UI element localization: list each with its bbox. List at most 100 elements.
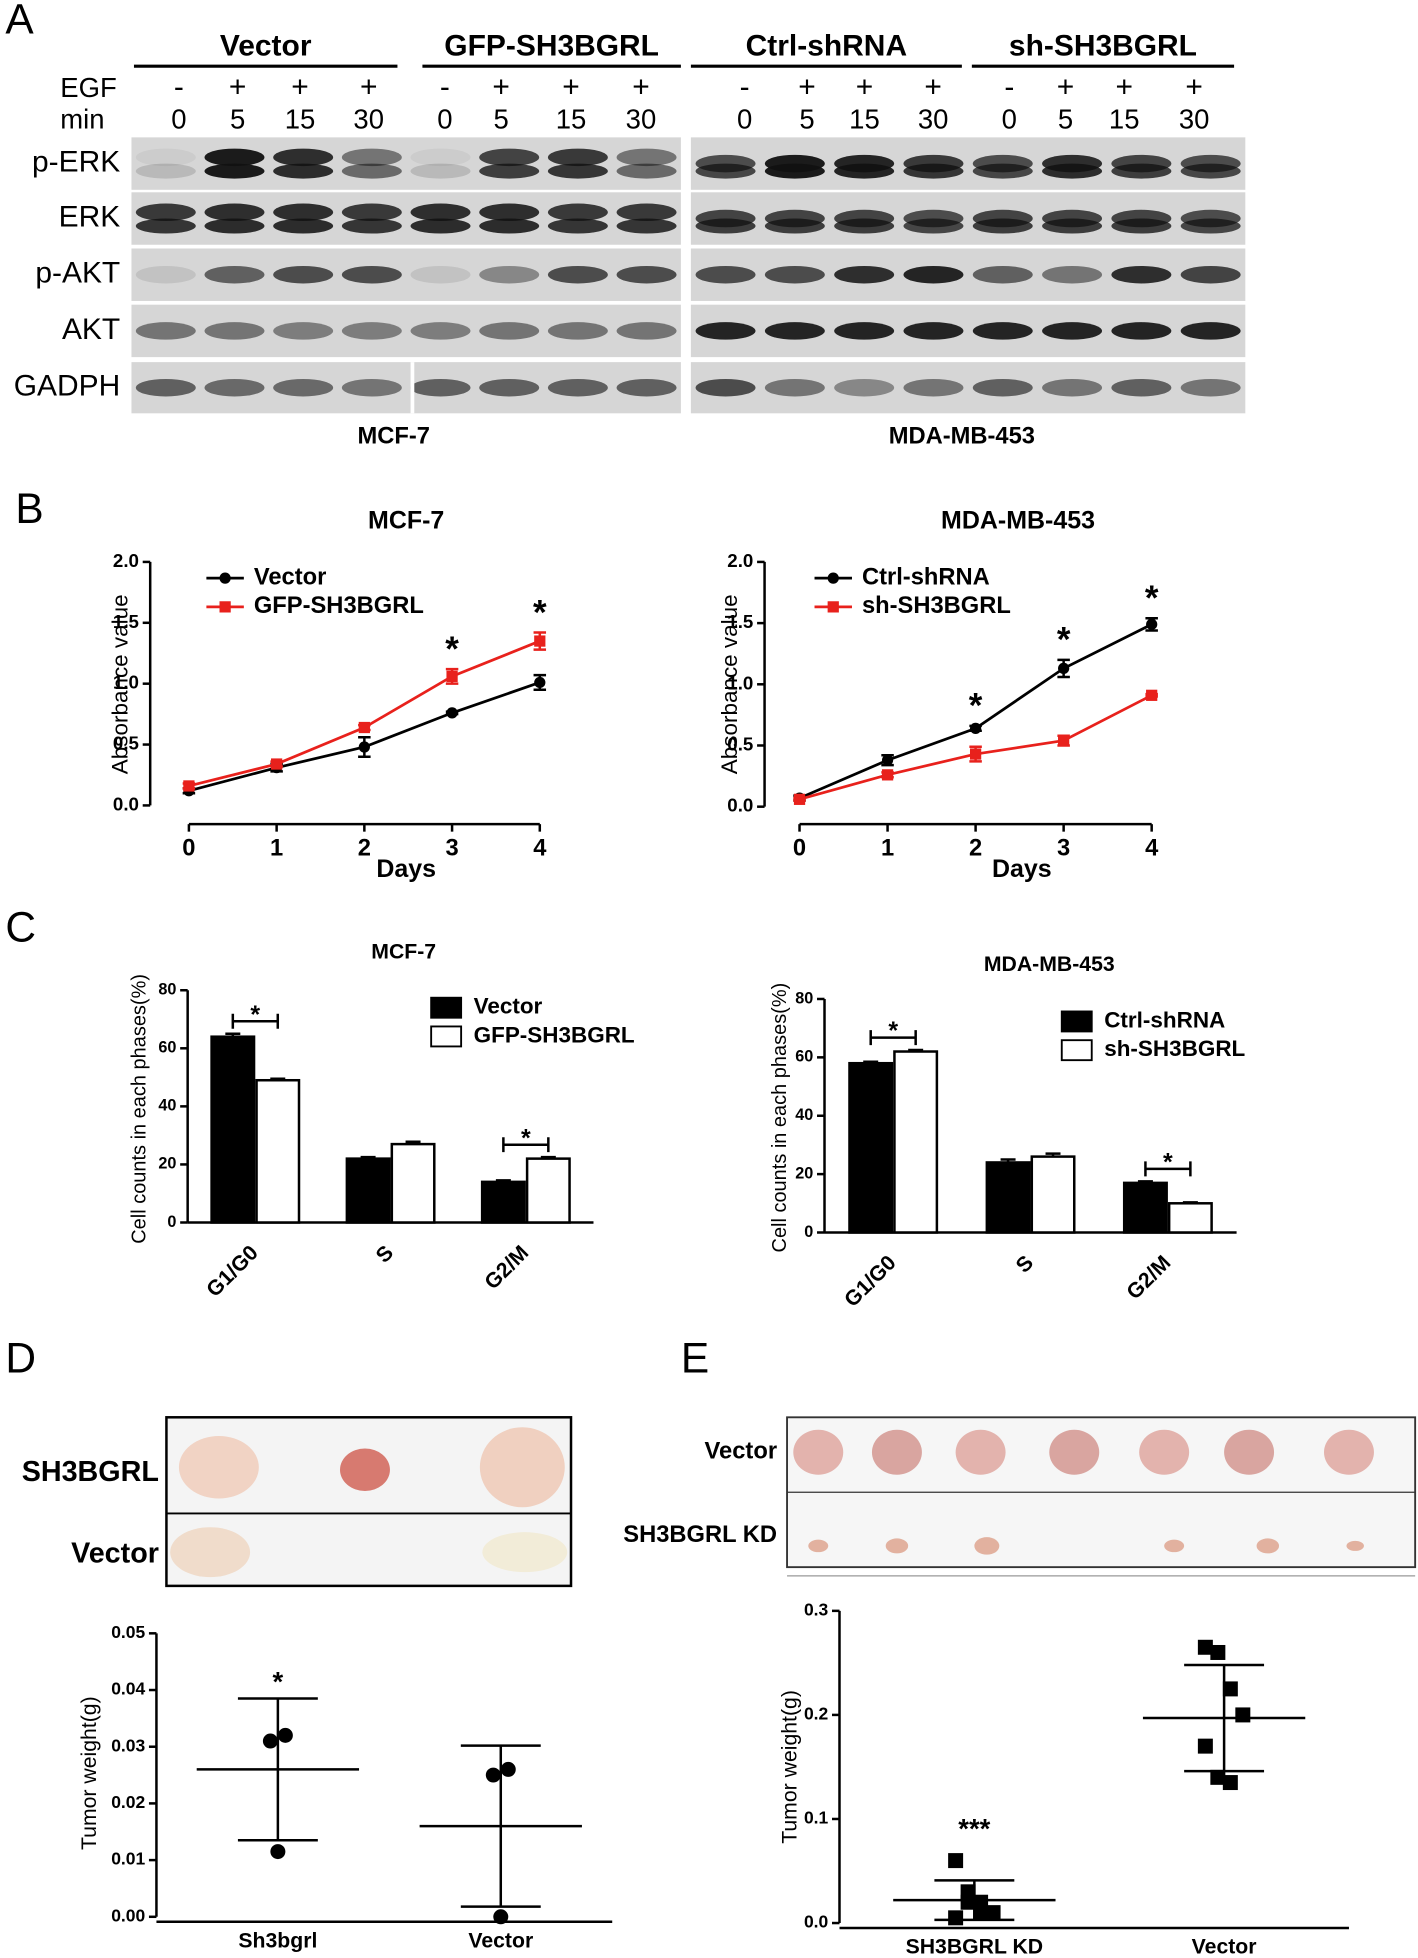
y-tick-label: 0.1 — [804, 1808, 829, 1828]
blot-band — [204, 322, 265, 340]
chart-title: MCF-7 — [371, 940, 436, 963]
x-tick-label: 3 — [1057, 835, 1070, 861]
tumor — [1224, 1429, 1275, 1475]
y-tick-label: 0.0 — [727, 795, 753, 816]
blot-band — [204, 163, 265, 179]
data-point — [358, 721, 370, 734]
time-label: 15 — [1109, 103, 1140, 134]
blot-band — [834, 218, 895, 234]
blot-band — [204, 378, 265, 397]
y-tick-label: 60 — [158, 1039, 176, 1057]
data-point — [1197, 1738, 1213, 1754]
data-point — [969, 722, 982, 734]
blot-band — [479, 322, 540, 340]
x-tick-label: Sh3bgrl — [238, 1929, 317, 1952]
x-axis-title: Days — [376, 855, 436, 883]
blot-band — [695, 163, 756, 179]
error-bar — [495, 1179, 511, 1182]
data-point — [1197, 1639, 1213, 1655]
legend-marker — [827, 572, 839, 584]
panel-label: E — [681, 1334, 709, 1381]
blot-band — [616, 378, 677, 397]
y-tick-label: 0 — [804, 1223, 813, 1241]
y-tick-label: 0.03 — [111, 1735, 145, 1755]
data-point — [534, 676, 546, 689]
y-tick-label: 0.2 — [804, 1704, 829, 1724]
egf-label: EGF — [60, 72, 116, 103]
tumor — [170, 1527, 251, 1578]
egf-sign: + — [492, 71, 510, 104]
legend-swatch — [430, 996, 463, 1019]
error-bar — [1045, 1152, 1061, 1157]
legend-swatch — [430, 1025, 463, 1048]
x-tick-label: 4 — [1145, 835, 1159, 861]
blot-band — [903, 218, 964, 234]
significance-bracket — [1144, 1161, 1192, 1177]
blot-band — [972, 378, 1033, 397]
cell-line-label: MCF-7 — [357, 423, 429, 449]
blot-band — [341, 203, 402, 222]
blot-band — [1111, 163, 1172, 179]
blot-band — [547, 203, 608, 222]
bar — [255, 1078, 301, 1224]
y-tick-label: 1.5 — [113, 611, 139, 632]
blot-band — [410, 148, 471, 167]
blot-band — [341, 378, 402, 397]
tumor — [974, 1537, 1000, 1555]
y-axis-title: Cell counts in each phases(%) — [128, 974, 150, 1244]
significance-bracket — [231, 1013, 280, 1029]
blot-band — [341, 148, 402, 167]
photo-row-label: SH3BGRL — [22, 1456, 159, 1488]
significance-mark: *** — [958, 1813, 990, 1844]
data-point — [1146, 689, 1158, 701]
egf-sign: - — [740, 71, 750, 104]
egf-sign: + — [562, 71, 580, 104]
data-point — [1235, 1707, 1251, 1723]
significance-mark: * — [969, 687, 983, 726]
blot-band — [695, 265, 756, 284]
y-tick-label: 80 — [158, 981, 176, 999]
data-point — [262, 1733, 278, 1749]
blot-band — [479, 378, 540, 397]
blot-band — [903, 265, 964, 284]
blot-band — [135, 265, 196, 284]
blot-band — [341, 163, 402, 179]
time-label: 5 — [493, 103, 508, 134]
bar — [1030, 1155, 1076, 1234]
blot-band — [972, 322, 1033, 340]
x-tick-label: 2 — [969, 835, 982, 861]
sd-bar — [934, 1879, 1015, 1922]
blot-band — [204, 148, 265, 167]
y-tick-label: 0.05 — [111, 1622, 145, 1642]
blot-band — [135, 322, 196, 340]
blot-band — [410, 378, 471, 397]
blot-band — [273, 265, 334, 284]
photo-row-label: Vector — [71, 1537, 159, 1569]
sd-bar — [237, 1697, 318, 1842]
blot-band — [341, 265, 402, 284]
tumor — [1049, 1429, 1100, 1475]
time-label: 5 — [799, 103, 814, 134]
blot-band — [204, 265, 265, 284]
chart-title: MDA-MB-453 — [984, 953, 1115, 976]
egf-sign: + — [1057, 71, 1075, 104]
time-label: 0 — [171, 103, 186, 134]
error-bar — [863, 1060, 879, 1064]
blot-band — [135, 163, 196, 179]
y-tick-label: 2.0 — [727, 550, 753, 571]
blot-band — [1180, 322, 1241, 340]
bar — [525, 1157, 571, 1224]
tumor — [482, 1532, 568, 1573]
y-tick-label: 2.0 — [113, 550, 139, 571]
blot-band — [616, 148, 677, 167]
time-label: 30 — [1179, 103, 1210, 134]
significance-mark: * — [1057, 621, 1071, 660]
blot-band — [410, 163, 471, 179]
legend-swatch — [1060, 1039, 1093, 1062]
blot-band — [547, 378, 608, 397]
egf-sign: - — [440, 71, 450, 104]
blot-band — [273, 148, 334, 167]
error-bar — [270, 1077, 286, 1081]
bar — [390, 1142, 436, 1224]
blot-row-label: p-ERK — [32, 146, 120, 179]
